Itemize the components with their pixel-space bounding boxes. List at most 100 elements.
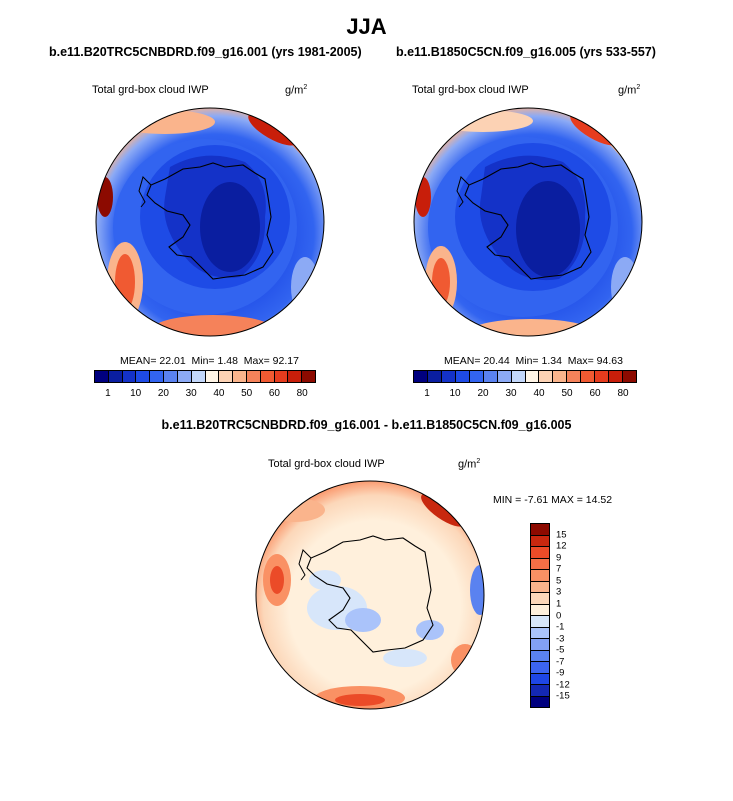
colorbar-tick-label: 0 xyxy=(556,610,562,621)
colorbar-tick-label: 5 xyxy=(556,575,562,587)
colorbar-swatch xyxy=(301,371,315,382)
panel2-colorbar-labels: 1 10 20 30 40 50 60 80 xyxy=(413,388,637,402)
panel2-stats: MEAN= 20.44 Min= 1.34 Max= 94.63 xyxy=(444,355,623,367)
diff-colorbar xyxy=(530,523,550,708)
colorbar-swatch xyxy=(135,371,150,382)
colorbar-tick-label: 12 xyxy=(556,540,567,552)
colorbar-swatch xyxy=(622,371,636,382)
colorbar-tick-label: 10 xyxy=(449,388,461,399)
colorbar-swatch xyxy=(510,371,525,382)
panel1-colorbar-labels: 1 10 20 30 40 50 60 80 xyxy=(94,388,316,402)
colorbar-swatch xyxy=(531,592,549,604)
colorbar-tick-label: 30 xyxy=(505,388,517,399)
diff-minmax: MIN = -7.61 MAX = 14.52 xyxy=(493,494,613,506)
colorbar-swatch xyxy=(524,371,539,382)
colorbar-tick-label: 80 xyxy=(296,388,308,399)
colorbar-swatch xyxy=(204,371,219,382)
colorbar-swatch xyxy=(259,371,274,382)
colorbar-tick-label: 40 xyxy=(533,388,545,399)
colorbar-tick-label: 30 xyxy=(185,388,197,399)
colorbar-tick-label: 80 xyxy=(617,388,629,399)
colorbar-tick-label: 20 xyxy=(157,388,169,399)
colorbar-swatch xyxy=(531,649,549,661)
colorbar-tick-label: -3 xyxy=(556,633,565,645)
colorbar-swatch xyxy=(95,371,108,382)
colorbar-tick-label: 15 xyxy=(556,529,567,541)
colorbar-swatch xyxy=(440,371,455,382)
colorbar-swatch xyxy=(426,371,441,382)
colorbar-swatch xyxy=(273,371,288,382)
colorbar-tick-label: 20 xyxy=(477,388,489,399)
colorbar-swatch xyxy=(608,371,623,382)
diff-variable-label: Total grd-box cloud IWP xyxy=(268,458,385,470)
colorbar-swatch xyxy=(552,371,567,382)
colorbar-tick-label: 60 xyxy=(268,388,280,399)
colorbar-tick-label: 10 xyxy=(130,388,142,399)
colorbar-swatch xyxy=(496,371,511,382)
colorbar-tick-label: 1 xyxy=(105,388,111,399)
colorbar-swatch xyxy=(232,371,246,382)
colorbar-swatch xyxy=(531,661,549,673)
colorbar-swatch xyxy=(414,371,427,382)
colorbar-tick-label: 40 xyxy=(213,388,225,399)
panel1-colorbar xyxy=(94,370,316,383)
colorbar-swatch xyxy=(218,371,233,382)
colorbar-tick-label: -7 xyxy=(556,656,565,668)
colorbar-swatch xyxy=(531,534,549,546)
colorbar-swatch xyxy=(531,569,549,581)
panel1-units-label: g/m2 xyxy=(285,84,308,97)
colorbar-swatch xyxy=(245,371,260,382)
diff-case-title: b.e11.B20TRC5CNBDRD.f09_g16.001 - b.e11.… xyxy=(161,418,572,432)
colorbar-swatch xyxy=(531,672,549,684)
colorbar-swatch xyxy=(531,603,549,615)
colorbar-tick-label: -5 xyxy=(556,644,565,656)
colorbar-tick-label: 1 xyxy=(556,598,562,610)
panel1-case-title: b.e11.B20TRC5CNBDRD.f09_g16.001 (yrs 198… xyxy=(49,45,362,59)
colorbar-swatch xyxy=(594,371,609,382)
colorbar-swatch xyxy=(149,371,164,382)
colorbar-swatch xyxy=(531,684,549,696)
panel2-units-label: g/m2 xyxy=(618,84,641,97)
colorbar-tick-label: 1 xyxy=(424,388,430,399)
colorbar-tick-label: 3 xyxy=(556,586,562,598)
panel1-stats: MEAN= 22.01 Min= 1.48 Max= 92.17 xyxy=(120,355,299,367)
colorbar-swatch xyxy=(531,546,549,558)
colorbar-swatch xyxy=(566,371,581,382)
colorbar-tick-label: 50 xyxy=(241,388,253,399)
diff-map xyxy=(255,480,485,710)
colorbar-tick-label: 60 xyxy=(589,388,601,399)
colorbar-swatch xyxy=(176,371,191,382)
colorbar-swatch xyxy=(580,371,595,382)
colorbar-tick-label: 9 xyxy=(556,552,562,564)
colorbar-tick-label: -15 xyxy=(556,690,570,702)
panel1-map xyxy=(95,107,325,337)
diff-units-label: g/m2 xyxy=(458,458,481,471)
colorbar-swatch xyxy=(531,615,549,627)
panel2-variable-label: Total grd-box cloud IWP xyxy=(412,84,529,96)
colorbar-swatch xyxy=(190,371,205,382)
colorbar-swatch xyxy=(531,638,549,650)
colorbar-tick-label: -9 xyxy=(556,667,565,679)
panel1-variable-label: Total grd-box cloud IWP xyxy=(92,84,209,96)
panel2-map xyxy=(413,107,643,337)
page-title: JJA xyxy=(346,14,387,39)
colorbar-swatch xyxy=(468,371,483,382)
colorbar-swatch xyxy=(287,371,302,382)
colorbar-swatch xyxy=(531,524,549,535)
colorbar-swatch xyxy=(531,580,549,592)
panel2-colorbar xyxy=(413,370,637,383)
colorbar-swatch xyxy=(482,371,497,382)
colorbar-tick-label: -1 xyxy=(556,621,565,633)
colorbar-tick-label: 50 xyxy=(561,388,573,399)
diff-colorbar-labels: 15 12 9 7 5 3 1 0 -1 -3 -5 -7 -9 -12 -15 xyxy=(556,523,586,708)
colorbar-swatch xyxy=(121,371,136,382)
colorbar-swatch xyxy=(163,371,177,382)
colorbar-swatch xyxy=(531,557,549,569)
colorbar-swatch xyxy=(454,371,469,382)
colorbar-swatch xyxy=(107,371,122,382)
panel2-case-title: b.e11.B1850C5CN.f09_g16.005 (yrs 533-557… xyxy=(396,45,656,59)
colorbar-swatch xyxy=(531,695,549,707)
colorbar-swatch xyxy=(538,371,553,382)
colorbar-tick-label: -12 xyxy=(556,679,570,691)
colorbar-swatch xyxy=(531,626,549,638)
